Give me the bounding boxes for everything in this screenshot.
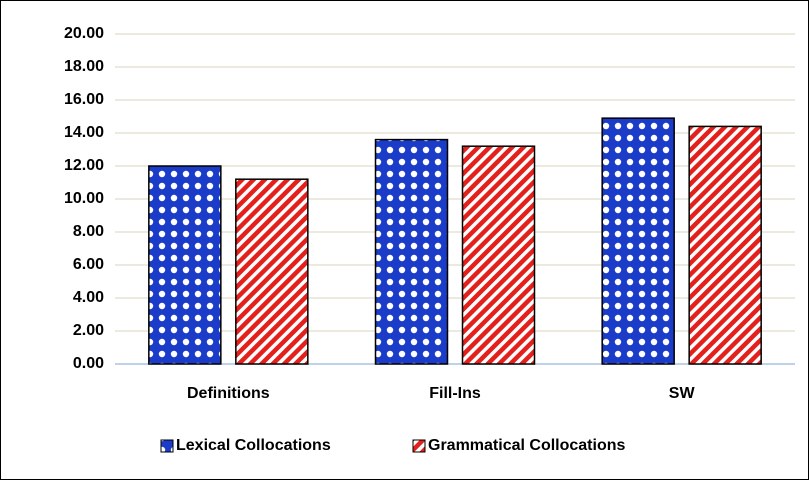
legend-label: Grammatical Collocations	[428, 437, 625, 454]
bar	[688, 125, 762, 365]
legend-swatch	[160, 439, 174, 453]
legend-swatch	[412, 439, 426, 453]
y-tick-label: 16.00	[64, 91, 104, 108]
y-tick-label: 14.00	[64, 124, 104, 141]
bar	[601, 117, 675, 365]
y-tick-label: 8.00	[73, 223, 104, 240]
y-tick-label: 18.00	[64, 58, 104, 75]
y-tick-label: 2.00	[73, 322, 104, 339]
bar	[235, 178, 309, 365]
y-tick-label: 0.00	[73, 355, 104, 372]
y-tick-label: 12.00	[64, 157, 104, 174]
y-tick-label: 10.00	[64, 190, 104, 207]
x-tick-label: SW	[669, 385, 696, 402]
x-tick-label: Definitions	[187, 385, 270, 402]
y-tick-label: 20.00	[64, 25, 104, 42]
y-tick-label: 4.00	[73, 289, 104, 306]
legend-label: Lexical Collocations	[176, 437, 331, 454]
x-tick-label: Fill-Ins	[429, 385, 481, 402]
bar	[461, 145, 536, 365]
bar	[148, 165, 222, 365]
bar	[374, 138, 449, 365]
y-tick-label: 6.00	[73, 256, 104, 273]
